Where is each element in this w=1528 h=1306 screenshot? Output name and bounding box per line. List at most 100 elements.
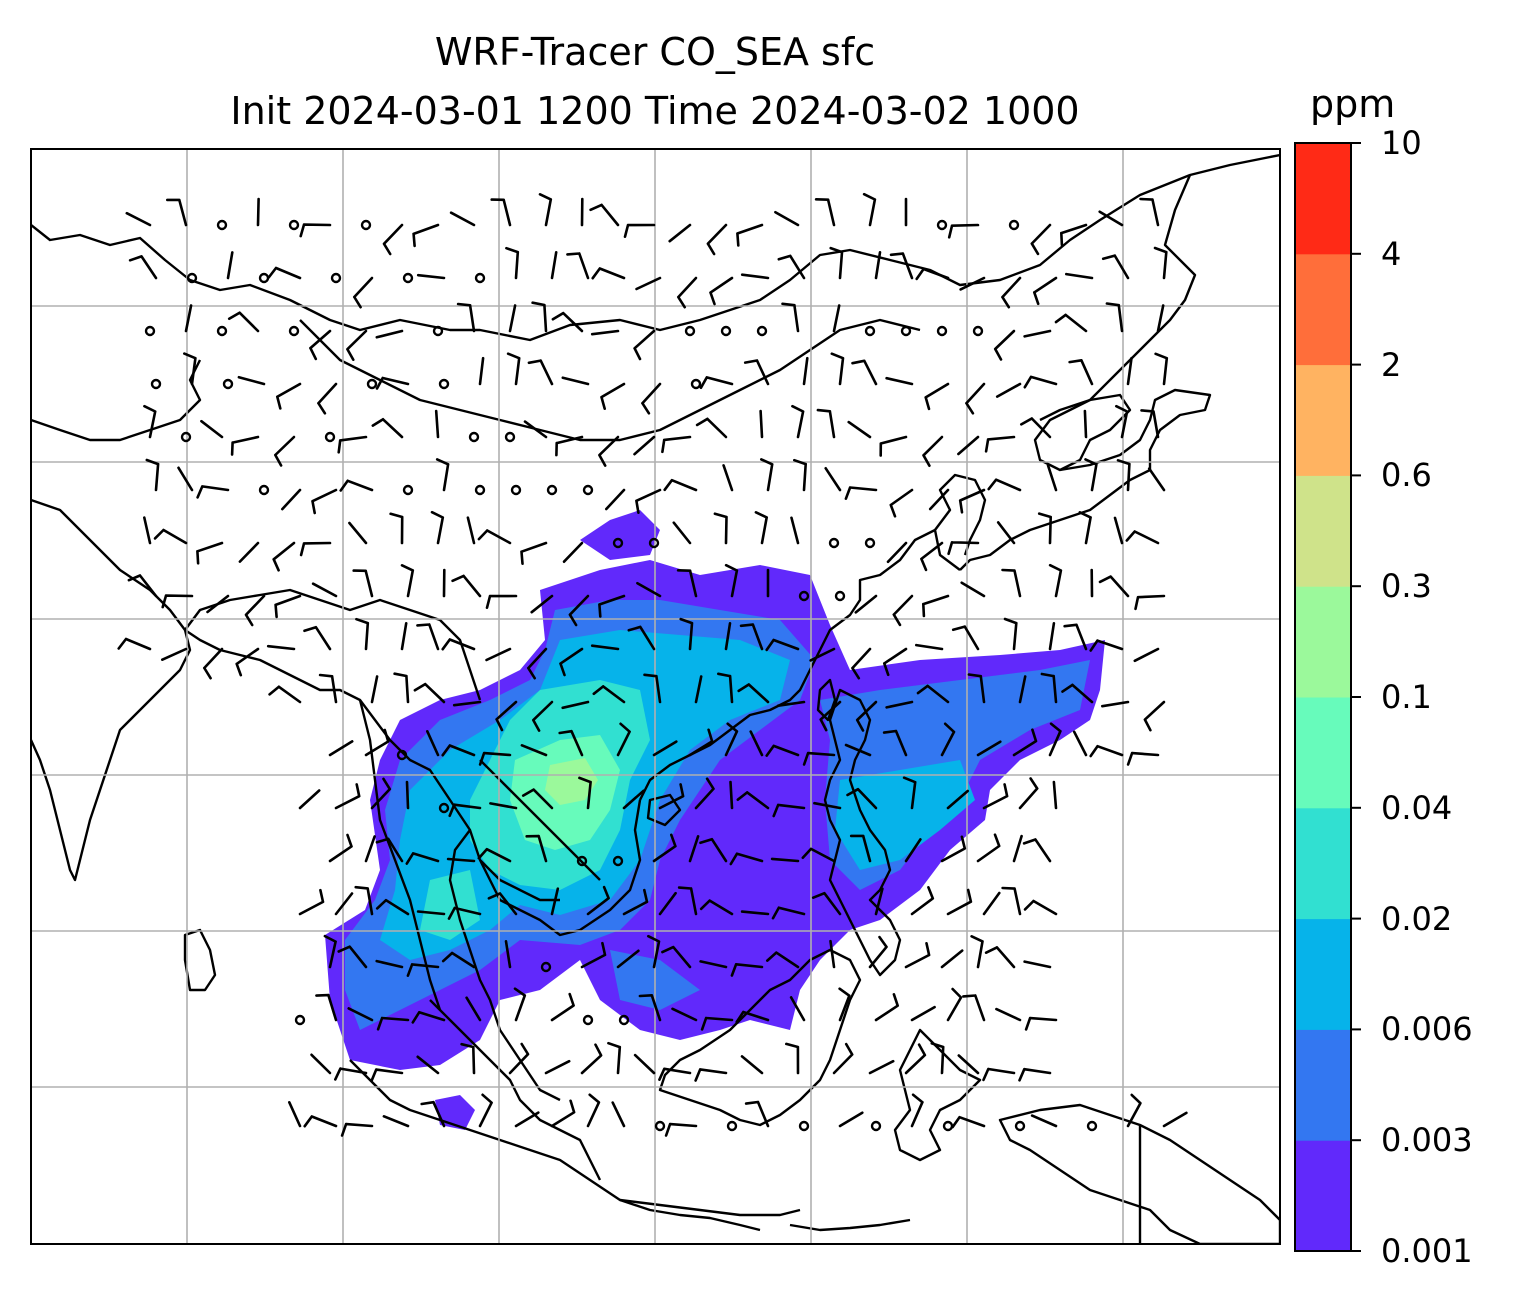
wind-barb	[740, 910, 770, 916]
wind-barb	[677, 276, 698, 309]
calm-wind-marker	[942, 1120, 954, 1132]
calm-wind-marker	[474, 272, 486, 284]
wind-barb	[633, 1053, 656, 1075]
calm-wind-marker	[402, 272, 414, 284]
wind-barb	[525, 834, 548, 863]
wind-barb	[754, 510, 768, 545]
wind-barb	[772, 803, 806, 818]
wind-barb	[793, 458, 807, 492]
calm-wind-marker	[612, 855, 624, 867]
wind-barb	[555, 435, 584, 457]
wind-barb	[1030, 223, 1052, 256]
wind-barb	[1001, 886, 1022, 916]
wind-barb	[1048, 622, 1056, 651]
wind-barb	[266, 644, 296, 651]
colorbar-segment	[1295, 1029, 1351, 1141]
wind-barb	[1098, 575, 1130, 598]
wind-barb	[288, 1101, 302, 1128]
wind-barb	[1126, 751, 1160, 766]
wind-barb	[568, 594, 590, 627]
wind-barb	[785, 1042, 800, 1075]
wind-barb	[995, 382, 1022, 398]
wind-barb	[1140, 409, 1160, 439]
wind-barb	[781, 302, 800, 333]
wind-barb	[1134, 594, 1166, 611]
wind-barb	[310, 1053, 332, 1075]
wind-barb	[416, 623, 440, 651]
wind-barb	[910, 1093, 924, 1128]
coastline-sumatra	[349, 1059, 761, 1232]
wind-barb	[1030, 1114, 1058, 1128]
colorbar-segment	[1295, 918, 1351, 1030]
wind-barb	[724, 622, 732, 651]
wind-barb	[730, 963, 764, 977]
wind-barb	[830, 352, 845, 386]
wind-barb	[1126, 356, 1133, 386]
wind-barb	[904, 838, 922, 863]
wind-barb	[622, 789, 645, 810]
wind-barb	[196, 541, 224, 565]
calm-wind-marker	[180, 431, 192, 443]
wind-barb	[1153, 246, 1168, 280]
wind-barb	[868, 1059, 895, 1075]
wind-barb	[334, 892, 354, 916]
colorbar-tick-label: 0.3	[1381, 567, 1432, 606]
wind-barb	[589, 203, 620, 227]
calm-wind-marker	[582, 484, 594, 496]
wind-barb	[889, 252, 914, 280]
colorbar	[1294, 142, 1361, 1252]
wind-barb	[1072, 730, 1088, 757]
calm-wind-marker	[150, 378, 162, 390]
wind-barb	[774, 210, 800, 227]
colorbar-tick-label: 0.003	[1381, 1121, 1473, 1160]
wind-barb	[967, 673, 986, 704]
wind-barb	[668, 223, 692, 243]
wind-barb	[739, 623, 764, 651]
wind-barb	[340, 1122, 374, 1137]
wind-barb	[1154, 352, 1169, 386]
calm-wind-marker	[1008, 219, 1020, 231]
wind-barb	[940, 949, 964, 969]
wind-barb	[879, 435, 908, 457]
wind-barb	[970, 935, 984, 969]
wind-barb	[638, 994, 662, 1022]
wind-barb	[1046, 464, 1058, 492]
wind-barb	[400, 622, 408, 651]
calm-wind-marker	[504, 431, 516, 443]
wind-barb	[441, 951, 476, 969]
wind-barb	[1133, 647, 1160, 663]
wind-barb	[987, 478, 1022, 492]
wind-barb	[885, 700, 914, 709]
wind-barb	[846, 787, 878, 810]
wind-barb	[184, 304, 193, 333]
wind-barb	[996, 521, 1016, 545]
wind-barb	[915, 643, 944, 651]
wind-barb	[802, 751, 836, 766]
wind-barb	[347, 1007, 374, 1022]
tracer-concentration-field	[325, 510, 1105, 1130]
wind-barb	[766, 951, 800, 969]
wind-barb	[946, 987, 963, 1022]
wind-barb	[643, 673, 662, 704]
calm-wind-marker	[144, 325, 156, 337]
wind-barb	[434, 409, 440, 439]
wind-barb	[647, 934, 661, 969]
wind-barb	[616, 722, 631, 757]
wind-barb	[816, 408, 836, 439]
calm-wind-marker	[438, 378, 450, 390]
wind-barb	[1147, 467, 1166, 492]
wind-barb	[183, 352, 197, 386]
wind-barb	[965, 382, 986, 415]
wind-barb	[1162, 1111, 1188, 1128]
coastline-philippines	[823, 688, 902, 977]
wind-barb	[416, 1055, 440, 1075]
wind-barb	[523, 420, 548, 439]
wind-barb	[298, 888, 325, 916]
wind-barb	[744, 1100, 770, 1128]
wind-barb	[531, 301, 548, 333]
wind-barb	[274, 435, 296, 467]
calm-wind-marker	[216, 219, 228, 231]
wind-barb	[375, 837, 404, 863]
wind-barb	[127, 574, 158, 598]
wind-barb	[550, 887, 560, 916]
